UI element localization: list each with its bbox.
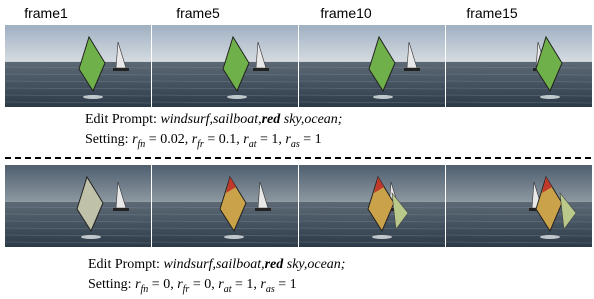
video-frame [446,165,592,247]
hull [113,68,129,71]
setting-label: Setting: [85,132,129,147]
caption-setting: Setting: rfn = 0, rfr = 0, rat = 1, ras … [88,276,297,299]
sea [5,62,151,107]
caption-prompt: Edit Prompt: windsurf,sailboat,red sky,o… [88,256,345,274]
sky [152,25,298,62]
sea [446,62,592,107]
caption-prompt: Edit Prompt: windsurf,sailboat,red sky,o… [85,111,342,129]
prompt-label: Edit Prompt: [88,257,160,272]
splash [372,235,392,239]
setting-value: = 1 [275,277,297,292]
prompt-rest: sky,ocean; [280,112,342,127]
hull [255,208,271,211]
hull [113,208,129,211]
splash [540,95,560,99]
video-frame [446,25,592,107]
video-frame [299,165,445,247]
sky [299,25,445,62]
setting-value: = 1, [256,132,281,147]
setting-value: = 0, [148,277,173,292]
video-frame [152,25,298,107]
video-frame [299,25,445,107]
splash [83,95,103,99]
frame-label: frame10 [320,5,372,21]
hull [253,68,269,71]
video-frame [5,25,151,107]
prompt-words: windsurf,sailboat, [160,112,261,127]
hull [404,68,420,71]
prompt-words: windsurf,sailboat, [163,257,264,272]
splash [540,235,560,239]
sky [446,25,592,62]
page: frame1 frame5 frame10 frame15 Edit Prompt: … [0,0,594,296]
frame-label: frame15 [466,5,518,21]
caption-setting: Setting: rfn = 0.02, rfr = 0.1, rat = 1,… [85,131,322,154]
splash [373,95,393,99]
prompt-emphasis: red [265,257,284,272]
prompt-rest: sky,ocean; [283,257,345,272]
setting-value: = 1 [300,132,322,147]
splash [224,235,244,239]
sky [5,25,151,62]
setting-value: = 1, [231,277,256,292]
prompt-emphasis: red [262,112,281,127]
video-frame [5,165,151,247]
frame-label: frame5 [176,5,220,21]
setting-value: = 0, [189,277,214,292]
frame-label: frame1 [24,5,68,21]
setting-sub: fr [197,139,204,150]
setting-value: = 0.02, [145,132,188,147]
splash [81,235,101,239]
setting-label: Setting: [88,277,132,292]
video-frame [152,165,298,247]
setting-sub: as [291,139,300,150]
setting-sub: as [266,284,275,295]
splash [227,95,247,99]
sky [446,165,592,202]
sky [5,165,151,202]
prompt-label: Edit Prompt: [85,112,157,127]
setting-value: = 0.1, [204,132,240,147]
